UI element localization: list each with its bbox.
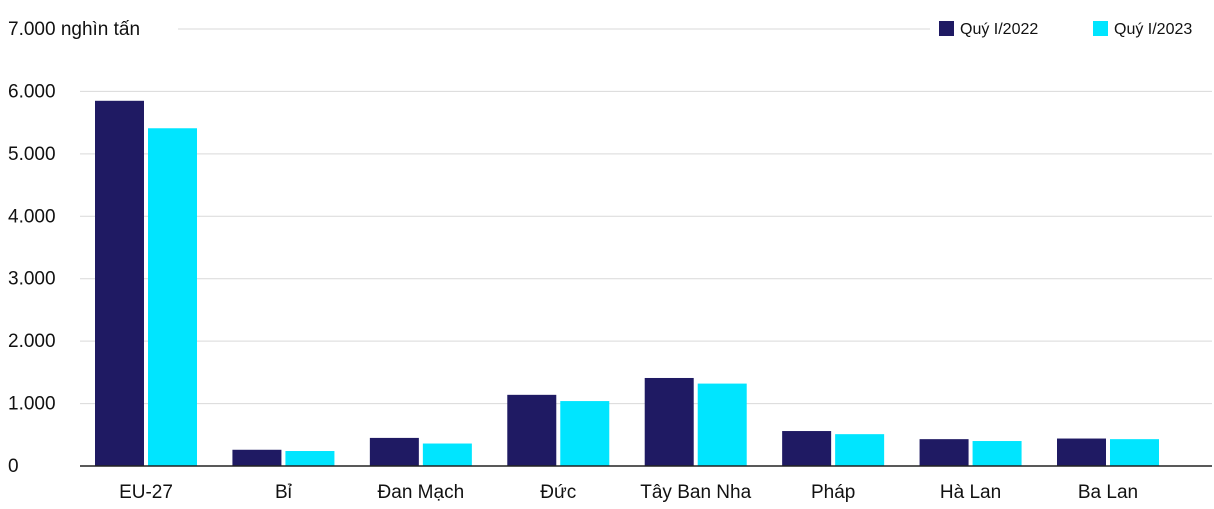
bar (232, 449, 282, 466)
y-axis-tick-labels: 0 1.000 2.000 3.000 4.000 5.000 6.000 7.000 ngh… (8, 19, 140, 477)
x-category-label: Pháp (811, 482, 855, 503)
y-tick-label: 4.000 (8, 206, 56, 227)
x-category-label: Tây Ban Nha (640, 482, 751, 503)
bar (919, 439, 969, 466)
x-category-label: Bỉ (275, 482, 293, 503)
bars (95, 100, 1159, 467)
bar (1110, 439, 1159, 466)
bar (835, 434, 885, 466)
x-axis-category-labels: EU-27 Bỉ Đan Mạch Đức Tây Ban Nha Pháp Hà Lan B… (119, 482, 1138, 503)
y-tick-label: 0 (8, 456, 19, 477)
grid-lines (80, 28, 1212, 405)
y-tick-label: 2.000 (8, 331, 56, 352)
y-tick-label: 5.000 (8, 144, 56, 165)
x-category-label: Hà Lan (940, 482, 1001, 503)
bar (285, 451, 335, 466)
bar (369, 437, 419, 466)
bar (1057, 438, 1106, 466)
legend: Quý I/2022 Quý I/2023 (939, 21, 1192, 38)
bar (782, 431, 832, 466)
x-category-label: EU-27 (119, 482, 173, 503)
bar (972, 441, 1022, 466)
y-tick-label: 7.000 nghìn tấn (8, 19, 140, 40)
x-category-label: Ba Lan (1078, 482, 1138, 503)
x-category-label: Đan Mạch (378, 482, 465, 503)
bar (697, 383, 747, 466)
legend-swatch (939, 21, 954, 36)
legend-swatch (1093, 21, 1108, 36)
bar (422, 443, 472, 466)
x-category-label: Đức (540, 482, 576, 503)
y-tick-label: 3.000 (8, 269, 56, 290)
y-unit-label: nghìn tấn (61, 19, 140, 40)
legend-label: Quý I/2022 (960, 21, 1038, 38)
y-tick-label: 6.000 (8, 81, 56, 102)
bar (95, 100, 144, 467)
legend-label: Quý I/2023 (1114, 21, 1192, 38)
bar (507, 394, 557, 466)
bar (560, 401, 610, 466)
bar (148, 128, 197, 467)
bar (644, 377, 694, 466)
y-tick-label: 1.000 (8, 394, 56, 415)
